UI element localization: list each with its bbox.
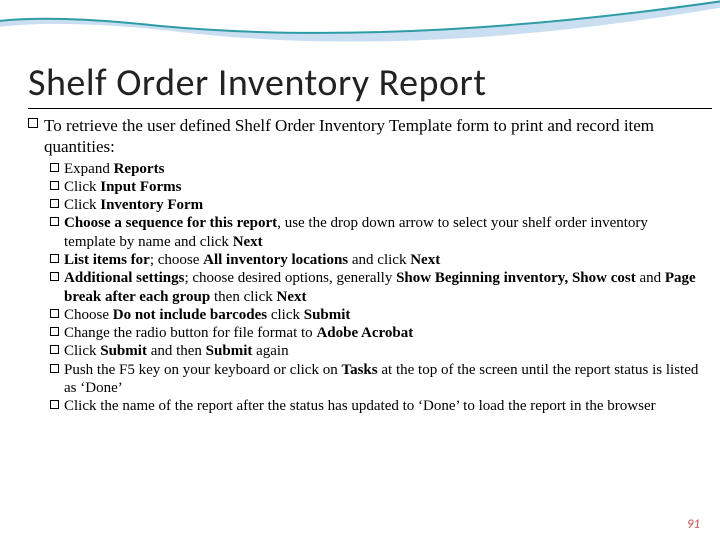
sub-bullet: Choose Do not include barcodes click Sub… <box>50 306 700 324</box>
sub-bullet-text: Expand Reports <box>64 160 164 178</box>
slide-title: Shelf Order Inventory Report <box>28 60 700 106</box>
sub-bullet: Change the radio button for file format … <box>50 324 700 342</box>
page-number: 91 <box>687 517 700 532</box>
sub-bullet-text: Choose Do not include barcodes click Sub… <box>64 306 350 324</box>
sub-bullet: Choose a sequence for this report, use t… <box>50 214 700 251</box>
square-bullet-icon <box>50 199 59 208</box>
sub-bullet: Click Input Forms <box>50 178 700 196</box>
sub-bullet: Click the name of the report after the s… <box>50 397 700 415</box>
sub-bullet-text: List items for; choose All inventory loc… <box>64 251 440 269</box>
sub-bullet-text: Click Submit and then Submit again <box>64 342 289 360</box>
square-bullet-icon <box>50 254 59 263</box>
intro-bullet: To retrieve the user defined Shelf Order… <box>28 115 700 158</box>
sub-bullet: Additional settings; choose desired opti… <box>50 269 700 306</box>
sub-bullet: Expand Reports <box>50 160 700 178</box>
square-bullet-icon <box>50 364 59 373</box>
sub-bullet-text: Additional settings; choose desired opti… <box>64 269 700 306</box>
sub-bullet: Push the F5 key on your keyboard or clic… <box>50 361 700 398</box>
square-bullet-icon <box>50 181 59 190</box>
sub-bullet: List items for; choose All inventory loc… <box>50 251 700 269</box>
square-bullet-icon <box>50 309 59 318</box>
square-bullet-icon <box>50 400 59 409</box>
square-bullet-icon <box>50 345 59 354</box>
sub-bullet-text: Click Input Forms <box>64 178 182 196</box>
square-bullet-icon <box>50 163 59 172</box>
square-bullet-icon <box>28 118 38 128</box>
sub-bullet-text: Choose a sequence for this report, use t… <box>64 214 700 251</box>
intro-text: To retrieve the user defined Shelf Order… <box>44 115 700 158</box>
sub-bullet-text: Push the F5 key on your keyboard or clic… <box>64 361 700 398</box>
sub-bullet: Click Submit and then Submit again <box>50 342 700 360</box>
sub-bullet: Click Inventory Form <box>50 196 700 214</box>
square-bullet-icon <box>50 217 59 226</box>
sub-bullet-text: Change the radio button for file format … <box>64 324 413 342</box>
sub-bullet-text: Click the name of the report after the s… <box>64 397 656 415</box>
square-bullet-icon <box>50 272 59 281</box>
square-bullet-icon <box>50 327 59 336</box>
sub-bullet-text: Click Inventory Form <box>64 196 203 214</box>
sub-bullet-list: Expand ReportsClick Input FormsClick Inv… <box>50 160 700 416</box>
title-underline <box>28 108 712 109</box>
